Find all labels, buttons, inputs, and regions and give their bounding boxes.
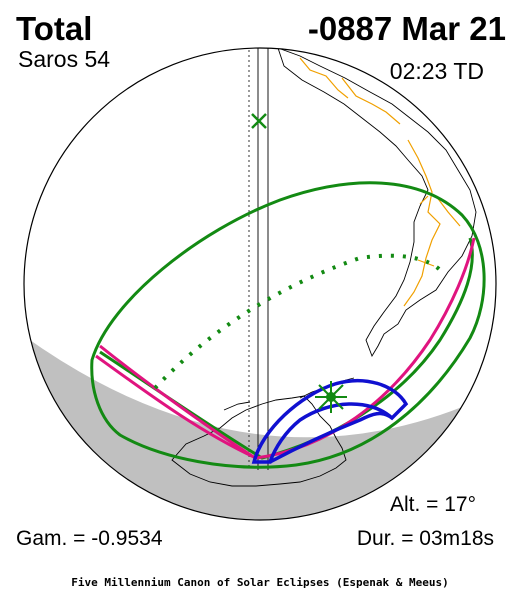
central-line-dotted <box>153 253 444 390</box>
sunset-curve <box>269 411 394 464</box>
totality-path-south-limit <box>99 344 253 458</box>
globe-outline <box>23 47 497 521</box>
antarctica-coastline <box>171 395 347 487</box>
sunrise-curve <box>251 379 409 464</box>
gamma-value: Gam. = -0.9534 <box>16 527 163 550</box>
x-cross-icon <box>251 113 267 129</box>
south-america-coastline <box>277 48 477 358</box>
penumbral-limit-outer <box>90 181 486 469</box>
eclipse-date: -0887 Mar 21 <box>307 10 506 47</box>
saros-series: Saros 54 <box>18 46 111 72</box>
country-borders <box>299 57 461 307</box>
eclipse-time: 02:23 TD <box>389 58 484 84</box>
sun-altitude: Alt. = 17° <box>389 493 476 516</box>
star-icon <box>315 381 347 413</box>
night-side-shading <box>24 318 496 520</box>
eclipse-type-title: Total <box>16 10 93 47</box>
totality-duration: Dur. = 03m18s <box>356 527 494 550</box>
credit-line: Five Millennium Canon of Solar Eclipses … <box>71 576 449 589</box>
